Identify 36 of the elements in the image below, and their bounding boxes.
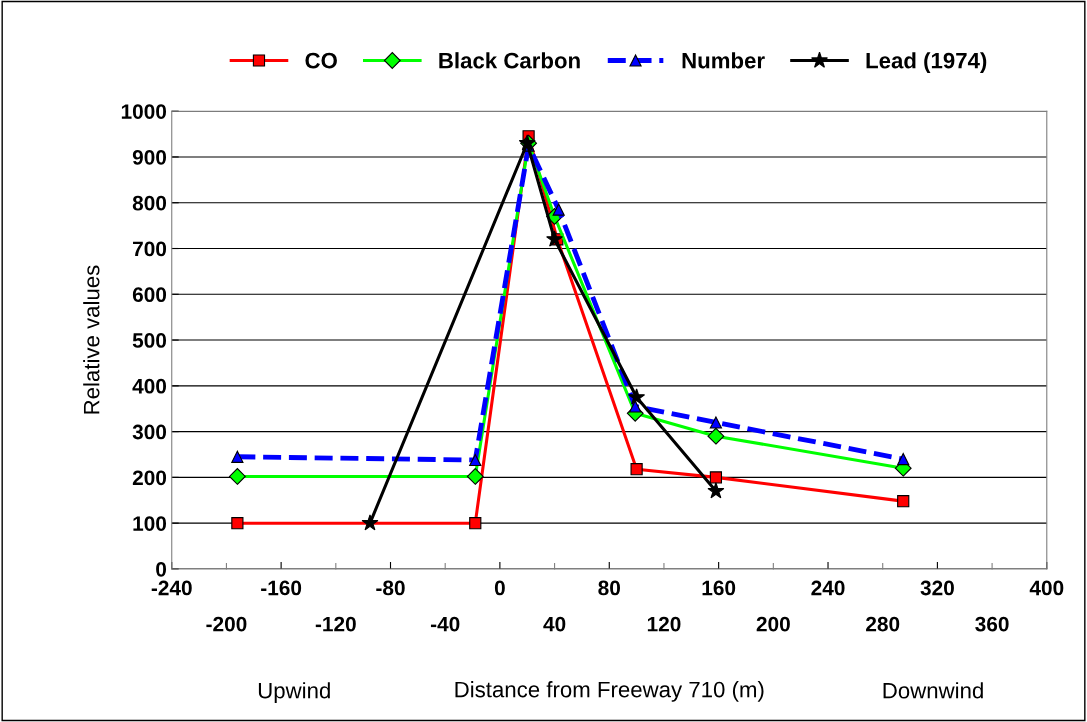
legend-label: Number [682,52,765,69]
y-tick-label: 300 [132,424,167,440]
x-tick-label: -240 [151,580,192,596]
legend-label: CO [305,52,337,69]
x2-tick-label: -40 [430,616,460,632]
text: Downwind [883,682,983,699]
y-tick-label: 700 [133,241,167,257]
x2-tick-label: 200 [756,616,790,632]
legend-label: Black Carbon [439,52,580,69]
y-tick-label: 500 [132,333,167,348]
y-tick-label: 400 [132,378,167,394]
x-tick-label: -80 [376,580,405,596]
x2-tick-label: 40 [543,616,566,632]
x-tick-label: 320 [920,580,954,596]
x-axis-title: Distance from Freeway 710 (m) [455,681,764,702]
x-tick-label: -160 [261,580,302,596]
legend-label: Lead (1974) [866,52,987,73]
x2-tick-label: 120 [647,616,681,632]
y-tick-label: 0 [156,561,167,577]
y-tick-label: 1000 [121,104,167,119]
x2-tick-label: 360 [975,616,1009,632]
y-tick-label: 600 [132,287,167,303]
y-tick-label: 200 [132,470,167,486]
x-tick-label: 0 [494,580,505,596]
x2-tick-label: -200 [206,616,247,632]
x-tick-label: 240 [811,580,845,596]
text: Upwind [258,682,330,703]
x-tick-label: 160 [702,580,736,596]
x2-tick-label: 280 [866,616,900,632]
y-tick-label: 900 [132,149,167,165]
x-tick-label: 80 [598,580,620,596]
y-tick-label: 800 [132,195,167,211]
x2-tick-label: -120 [315,616,356,632]
x-tick-label: 400 [1029,580,1064,596]
y-axis-title: Relative values [83,265,100,414]
y-tick-label: 100 [133,516,167,531]
